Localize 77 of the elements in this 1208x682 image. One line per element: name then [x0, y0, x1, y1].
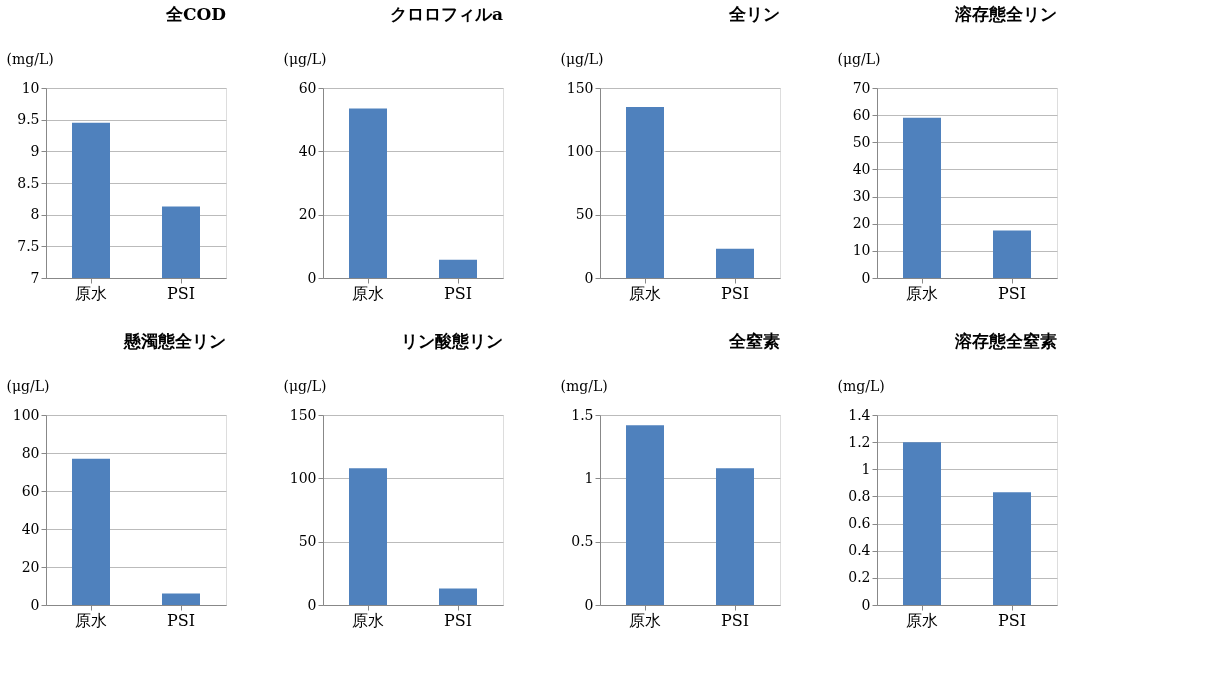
- y-tick-label: 1.2: [848, 433, 871, 450]
- y-tick-label: 7.5: [17, 237, 40, 254]
- x-tick-label: 原水: [352, 610, 384, 630]
- y-tick-label: 0.2: [848, 569, 871, 586]
- y-tick-label: 50: [852, 133, 871, 150]
- y-tick-label: 100: [289, 469, 317, 486]
- chart-title: 全リン: [728, 4, 780, 24]
- y-axis-title: (mg/L): [560, 377, 608, 394]
- y-tick-label: 20: [21, 558, 40, 575]
- y-tick-label: 0: [861, 269, 871, 286]
- chart-title: 懸濁態全リン: [123, 331, 226, 351]
- x-tick-label: 原水: [906, 610, 938, 630]
- y-tick-label: 100: [12, 406, 40, 423]
- y-tick-label: 0.5: [571, 533, 594, 550]
- x-tick-label: 原水: [906, 283, 938, 303]
- y-tick-label: 0: [584, 596, 594, 613]
- chart-title: 溶存態全窒素: [954, 331, 1057, 351]
- y-tick-label: 9: [30, 142, 40, 159]
- y-tick-label: 1.5: [571, 406, 594, 423]
- y-tick-label: 150: [566, 79, 594, 96]
- y-tick-label: 7: [30, 269, 40, 286]
- x-tick-label: PSI: [443, 610, 473, 630]
- y-axis-title: (μg/L): [283, 50, 327, 67]
- chart-title: リン酸態リン: [401, 331, 503, 351]
- y-tick-label: 80: [21, 444, 40, 461]
- y-tick-label: 8: [30, 206, 40, 223]
- y-tick-label: 50: [575, 206, 594, 223]
- y-tick-label: 0: [307, 269, 317, 286]
- y-tick-label: 1: [861, 460, 871, 477]
- y-tick-label: 10: [852, 242, 871, 259]
- y-tick-label: 8.5: [17, 174, 40, 191]
- y-tick-label: 30: [852, 188, 871, 205]
- x-tick-label: PSI: [166, 283, 196, 303]
- y-tick-label: 0.8: [848, 487, 871, 504]
- y-tick-label: 70: [852, 79, 871, 96]
- chart-title: 全窒素: [728, 331, 780, 351]
- y-tick-label: 0: [30, 596, 40, 613]
- y-tick-label: 40: [852, 160, 871, 177]
- y-axis-title: (μg/L): [283, 377, 327, 394]
- y-tick-label: 1: [584, 469, 594, 486]
- y-tick-label: 150: [289, 406, 317, 423]
- y-tick-label: 100: [566, 142, 594, 159]
- x-tick-label: 原水: [629, 283, 661, 303]
- y-axis-title: (μg/L): [837, 50, 881, 67]
- y-tick-label: 60: [21, 482, 40, 499]
- y-tick-label: 20: [852, 215, 871, 232]
- x-tick-label: 原水: [75, 283, 107, 303]
- x-tick-label: PSI: [997, 283, 1027, 303]
- y-tick-label: 9.5: [17, 111, 40, 128]
- x-tick-label: 原水: [352, 283, 384, 303]
- y-tick-label: 60: [298, 79, 317, 96]
- y-tick-label: 40: [21, 520, 40, 537]
- y-axis-title: (mg/L): [837, 377, 885, 394]
- x-tick-label: 原水: [75, 610, 107, 630]
- y-tick-label: 0.6: [848, 515, 871, 532]
- y-tick-label: 1.4: [848, 406, 871, 423]
- y-axis-title: (μg/L): [6, 377, 50, 394]
- x-tick-label: PSI: [997, 610, 1027, 630]
- y-axis-title: (mg/L): [6, 50, 54, 67]
- y-tick-label: 0.4: [848, 542, 871, 559]
- x-tick-label: PSI: [720, 610, 750, 630]
- x-tick-label: PSI: [443, 283, 473, 303]
- chart-title: クロロフィルa: [389, 4, 503, 24]
- chart-title: 全COD: [164, 4, 227, 24]
- y-tick-label: 50: [298, 533, 317, 550]
- chart-title: 溶存態全リン: [954, 4, 1057, 24]
- y-tick-label: 20: [298, 206, 317, 223]
- y-tick-label: 60: [852, 106, 871, 123]
- y-tick-label: 10: [21, 79, 40, 96]
- y-tick-label: 0: [307, 596, 317, 613]
- y-tick-label: 0: [861, 596, 871, 613]
- x-tick-label: PSI: [720, 283, 750, 303]
- y-axis-title: (μg/L): [560, 50, 604, 67]
- y-tick-label: 0: [584, 269, 594, 286]
- x-tick-label: PSI: [166, 610, 196, 630]
- y-tick-label: 40: [298, 142, 317, 159]
- x-tick-label: 原水: [629, 610, 661, 630]
